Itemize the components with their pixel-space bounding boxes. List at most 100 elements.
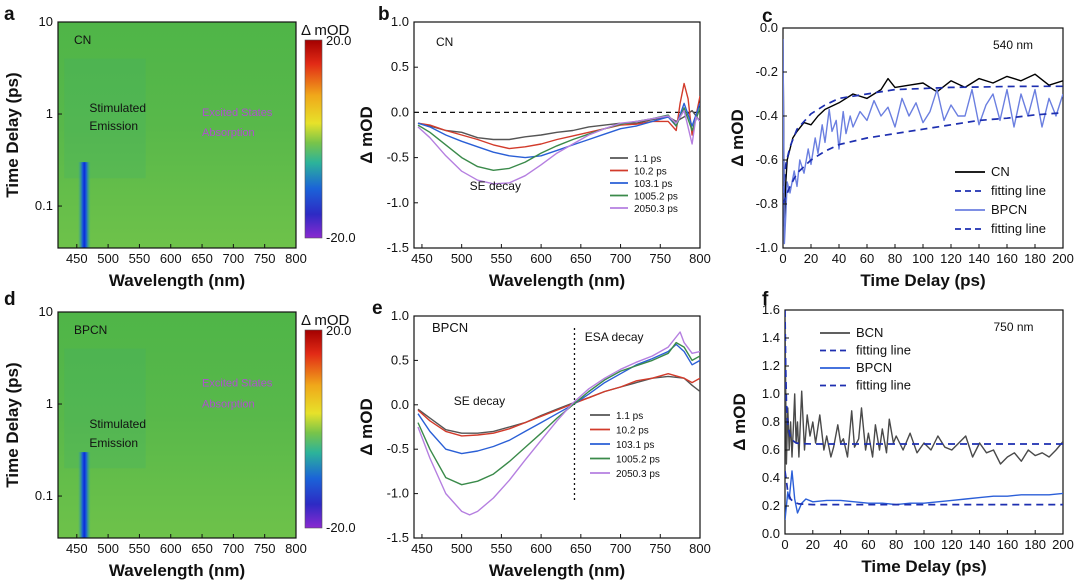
legend-label: fitting line [991,221,1046,236]
y-tick-label: -1.0 [387,195,409,210]
chart-annotation: SE decay [454,394,505,408]
x-tick-label: 800 [285,251,307,266]
y-tick-label: -0.8 [756,196,778,211]
x-tick-label: 800 [689,251,711,266]
panel-letter: e [372,298,383,319]
y-axis-title: Δ mOD [728,109,747,167]
heatmap-panel-d: BPCN Stimulated Emission Excited States Abso… [3,289,356,580]
x-tick-label: 600 [160,251,182,266]
legend-label: 1.1 ps [634,154,661,165]
x-tick-label: 750 [254,541,276,556]
x-tick-label: 160 [996,251,1018,266]
x-tick-label: 650 [570,541,592,556]
series-line [785,470,1063,521]
y-tick-label: 0.1 [35,488,53,503]
x-tick-label: 600 [530,541,552,556]
heatmap-field [58,22,296,248]
x-axis-title: Wavelength (nm) [489,561,625,580]
y-tick-label: -1.5 [387,530,409,545]
heatmap-sample-label: BPCN [74,323,107,337]
x-tick-label: 500 [451,541,473,556]
x-tick-label: 800 [285,541,307,556]
legend-label: BCN [856,325,883,340]
series-line [417,107,700,172]
chart-annotation: SE decay [470,179,521,193]
panel-letter: b [378,4,390,25]
y-tick-label: 0.0 [391,104,409,119]
y-axis-title: Time Delay (ps) [3,72,22,197]
y-tick-label: -1.0 [387,486,409,501]
x-tick-label: 160 [997,537,1019,552]
line-panel-f: 0 20 40 60 80 100 120 140 160 180 200 0.0 0.2 0.4 0.6 0… [730,289,1074,576]
y-axis-title: Δ mOD [357,106,376,164]
y-tick-label: -0.2 [756,64,778,79]
colorbar-min-label: -20.0 [326,520,356,535]
legend-label: 2050.3 ps [634,204,678,215]
series-line [417,82,700,150]
y-tick-label: 10 [39,14,53,29]
y-tick-label: 1 [46,396,53,411]
heatmap-se-band [78,452,91,538]
y-tick-label: 1.0 [391,308,409,323]
legend-label: 10.2 ps [616,426,649,437]
x-tick-label: 750 [649,251,671,266]
x-axis-title: Wavelength (nm) [109,271,245,290]
legend-label: CN [991,164,1010,179]
heatmap-annotation: Stimulated [89,101,146,115]
chart-annotation: 540 nm [993,38,1033,52]
legend-label: 1.1 ps [616,411,643,422]
legend-label: 1005.2 ps [634,192,678,203]
y-tick-label: -0.5 [387,441,409,456]
x-tick-label: 120 [941,537,963,552]
series-line [783,111,1063,205]
y-tick-label: 0.0 [391,397,409,412]
y-tick-label: 1.2 [762,358,780,373]
legend-label: fitting line [856,378,911,393]
x-tick-label: 700 [610,541,632,556]
y-tick-label: 0.4 [762,470,780,485]
x-tick-label: 140 [969,537,991,552]
y-tick-label: 0.5 [391,352,409,367]
y-tick-label: 0.2 [762,498,780,513]
x-tick-label: 550 [129,541,151,556]
x-tick-label: 450 [411,541,433,556]
x-tick-label: 100 [913,537,935,552]
series-line [417,341,700,486]
y-tick-label: 10 [39,304,53,319]
y-tick-label: 1.6 [762,302,780,317]
x-tick-label: 450 [66,541,88,556]
legend-label: 103.1 ps [634,179,672,190]
x-tick-label: 100 [912,251,934,266]
x-tick-label: 60 [861,537,875,552]
x-axis-title: Wavelength (nm) [489,271,625,290]
y-axis-title: Time Delay (ps) [3,362,22,487]
x-tick-label: 450 [411,251,433,266]
x-tick-label: 20 [806,537,820,552]
x-tick-label: 650 [191,251,213,266]
x-tick-label: 0 [779,251,786,266]
panel-letter: d [4,289,16,310]
x-tick-label: 180 [1024,251,1046,266]
colorbar-min-label: -20.0 [326,230,356,245]
x-tick-label: 500 [451,251,473,266]
y-tick-label: 1 [46,106,53,121]
series-line [417,375,700,434]
chart-annotation: 750 nm [994,320,1034,334]
heatmap-annotation: Emission [89,436,138,450]
x-tick-label: 750 [649,541,671,556]
y-tick-label: -1.5 [387,240,409,255]
plot-frame [413,315,701,539]
heatmap-panel-a: CN Stimulated Emission Excited States Absorp… [3,4,356,290]
x-tick-label: 550 [491,541,513,556]
x-tick-label: 750 [254,251,276,266]
legend: CN fitting line BPCN fitting line [955,164,1046,236]
series-line [417,331,700,516]
x-tick-label: 700 [223,541,245,556]
x-tick-label: 650 [570,251,592,266]
x-tick-label: 40 [832,251,846,266]
legend-label: 1005.2 ps [616,455,660,466]
series-line [785,316,1063,465]
x-tick-label: 600 [530,251,552,266]
x-tick-label: 80 [889,537,903,552]
y-tick-label: 0.1 [35,198,53,213]
